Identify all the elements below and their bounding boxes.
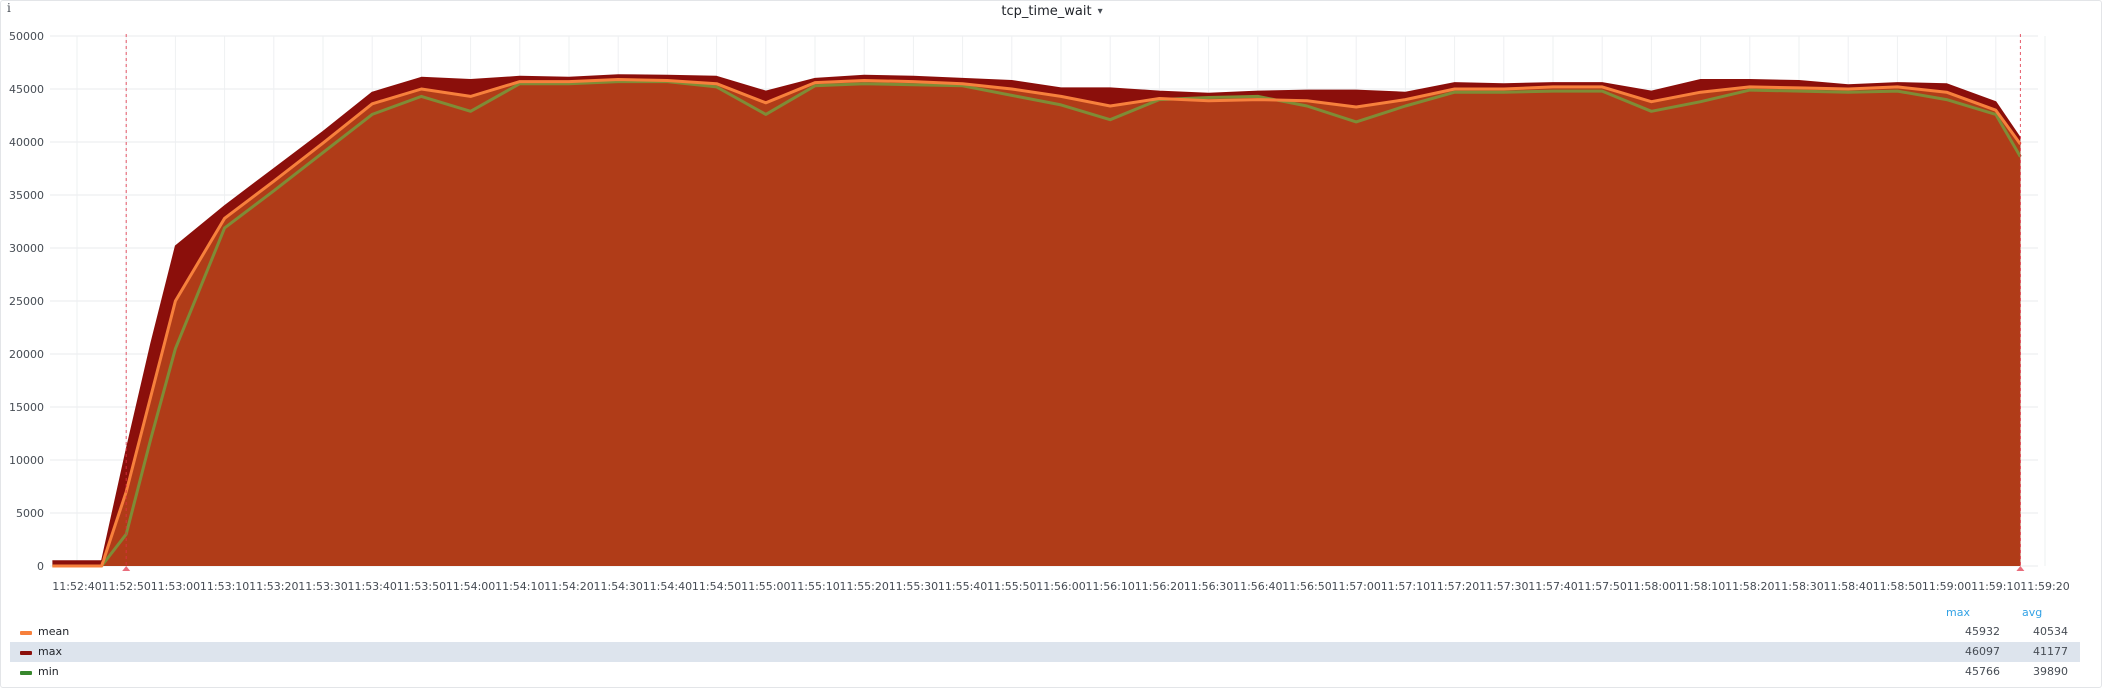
legend-label[interactable]: min <box>38 665 59 678</box>
legend-value-avg: 40534 <box>2033 625 2068 638</box>
x-tick-label: 11:53:40 <box>347 580 396 593</box>
x-tick-label: 11:53:30 <box>298 580 347 593</box>
legend-label[interactable]: max <box>38 645 62 658</box>
series-line-mean <box>52 78 2022 568</box>
x-tick-label: 11:54:40 <box>643 580 692 593</box>
x-tick-label: 11:57:20 <box>1430 580 1479 593</box>
x-tick-label: 11:54:20 <box>544 580 593 593</box>
x-tick-label: 11:58:40 <box>1823 580 1872 593</box>
legend-swatch[interactable] <box>20 651 32 655</box>
legend-header-avg[interactable]: avg <box>2022 606 2043 619</box>
x-tick-label: 11:59:20 <box>2020 580 2069 593</box>
y-tick-label: 15000 <box>9 401 44 414</box>
x-tick-label: 11:59:00 <box>1922 580 1971 593</box>
y-tick-label: 10000 <box>9 454 44 467</box>
x-tick-label: 11:58:50 <box>1873 580 1922 593</box>
y-tick-label: 30000 <box>9 242 44 255</box>
legend-header-max[interactable]: max <box>1946 606 1970 619</box>
legend-value-avg: 39890 <box>2033 665 2068 678</box>
y-tick-label: 0 <box>37 560 44 573</box>
threshold-markers <box>122 34 2025 571</box>
y-tick-label: 35000 <box>9 189 44 202</box>
area-min <box>52 81 2021 566</box>
x-tick-label: 11:54:30 <box>593 580 642 593</box>
x-tick-label: 11:52:40 <box>52 580 101 593</box>
legend-swatch[interactable] <box>20 631 32 635</box>
x-tick-label: 11:53:50 <box>397 580 446 593</box>
y-tick-label: 5000 <box>16 507 44 520</box>
legend-row-mean[interactable]: mean 45932 40534 <box>10 622 2080 642</box>
x-tick-label: 11:56:50 <box>1282 580 1331 593</box>
x-tick-label: 11:53:10 <box>200 580 249 593</box>
y-tick-label: 45000 <box>9 83 44 96</box>
legend-row-min[interactable]: min 45766 39890 <box>10 662 2080 682</box>
annotation-marker[interactable] <box>122 566 131 571</box>
x-tick-label: 11:58:10 <box>1676 580 1725 593</box>
x-tick-label: 11:55:20 <box>839 580 888 593</box>
x-tick-label: 11:56:10 <box>1085 580 1134 593</box>
x-tick-label: 11:58:30 <box>1774 580 1823 593</box>
x-tick-label: 11:56:30 <box>1184 580 1233 593</box>
chart-areas <box>52 74 2021 566</box>
legend-value-max: 46097 <box>1965 645 2000 658</box>
x-tick-label: 11:54:10 <box>495 580 544 593</box>
x-tick-label: 11:53:20 <box>249 580 298 593</box>
x-tick-label: 11:57:50 <box>1577 580 1626 593</box>
legend-swatch[interactable] <box>20 671 32 675</box>
x-tick-label: 11:56:20 <box>1135 580 1184 593</box>
info-icon[interactable]: i <box>7 1 11 15</box>
series-line-max <box>52 74 2021 562</box>
y-axis: 0 5000 10000 15000 20000 25000 30000 35000 40000… <box>9 30 44 573</box>
legend-row-max[interactable]: max 46097 41177 <box>10 642 2080 662</box>
x-tick-label: 11:57:00 <box>1331 580 1380 593</box>
legend-label[interactable]: mean <box>38 625 70 638</box>
x-tick-label: 11:57:10 <box>1381 580 1430 593</box>
x-tick-label: 11:55:10 <box>790 580 839 593</box>
chevron-down-icon[interactable]: ▾ <box>1097 6 1103 17</box>
x-tick-label: 11:58:20 <box>1725 580 1774 593</box>
panel-title[interactable]: tcp_time_wait ▾ <box>0 4 2104 19</box>
x-tick-label: 11:52:50 <box>101 580 150 593</box>
x-tick-label: 11:55:00 <box>741 580 790 593</box>
y-tick-label: 20000 <box>9 348 44 361</box>
x-tick-label: 11:56:40 <box>1233 580 1282 593</box>
x-tick-label: 11:58:00 <box>1627 580 1676 593</box>
panel-title-text: tcp_time_wait <box>1001 4 1092 19</box>
chart-lines <box>52 74 2022 568</box>
chart-canvas: 0 5000 10000 15000 20000 25000 30000 35000 40000… <box>9 30 2070 593</box>
legend-value-max: 45932 <box>1965 625 2000 638</box>
series-line-min <box>52 80 2022 568</box>
x-tick-label: 11:56:00 <box>1036 580 1085 593</box>
x-tick-label: 11:55:30 <box>889 580 938 593</box>
x-tick-label: 11:57:40 <box>1528 580 1577 593</box>
x-axis: 11:52:40 11:52:50 11:53:00 11:53:10 11:53:20… <box>52 580 2069 593</box>
legend-header: max avg <box>1880 606 2080 622</box>
x-tick-label: 11:54:00 <box>446 580 495 593</box>
x-tick-label: 11:54:50 <box>692 580 741 593</box>
annotation-marker[interactable] <box>2016 566 2025 571</box>
legend-value-avg: 41177 <box>2033 645 2068 658</box>
x-tick-label: 11:55:40 <box>938 580 987 593</box>
x-tick-label: 11:55:50 <box>987 580 1036 593</box>
y-tick-label: 50000 <box>9 30 44 43</box>
x-tick-label: 11:53:00 <box>151 580 200 593</box>
x-tick-label: 11:59:10 <box>1971 580 2020 593</box>
y-tick-label: 25000 <box>9 295 44 308</box>
x-tick-label: 11:57:30 <box>1479 580 1528 593</box>
y-tick-label: 40000 <box>9 136 44 149</box>
legend-value-max: 45766 <box>1965 665 2000 678</box>
